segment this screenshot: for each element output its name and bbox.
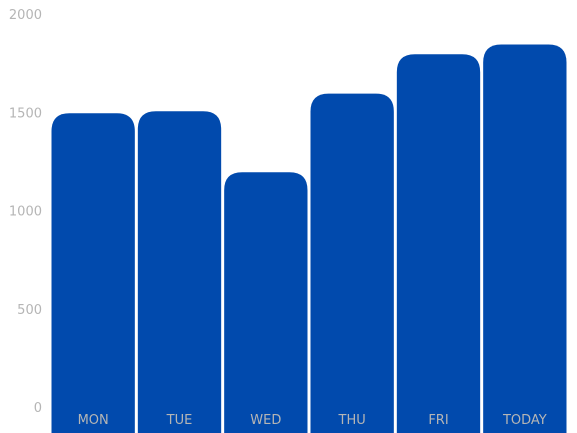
y-tick-label: 1000 [9,205,42,220]
x-tick-label: WED [250,413,281,428]
y-tick-label: 1500 [9,106,42,121]
bar-today [483,44,567,433]
x-tick-label: THU [338,413,366,428]
bar-tue [137,111,222,433]
bar-thu [310,93,394,433]
x-tick-label: MON [78,413,109,428]
bar-mon [51,113,135,433]
y-tick-label: 2000 [9,8,42,23]
bar-fri [396,54,481,433]
y-tick-label: 500 [17,303,42,318]
y-tick-label: 0 [34,401,42,416]
bar-wed [224,172,308,433]
x-tick-label: FRI [428,413,448,428]
y-axis: 0 500 1000 1500 2000 [9,8,42,416]
x-tick-label: TODAY [502,413,547,428]
x-tick-label: TUE [166,413,193,428]
bars [51,44,567,433]
x-axis: MON TUE WED THU FRI TODAY [78,413,547,428]
